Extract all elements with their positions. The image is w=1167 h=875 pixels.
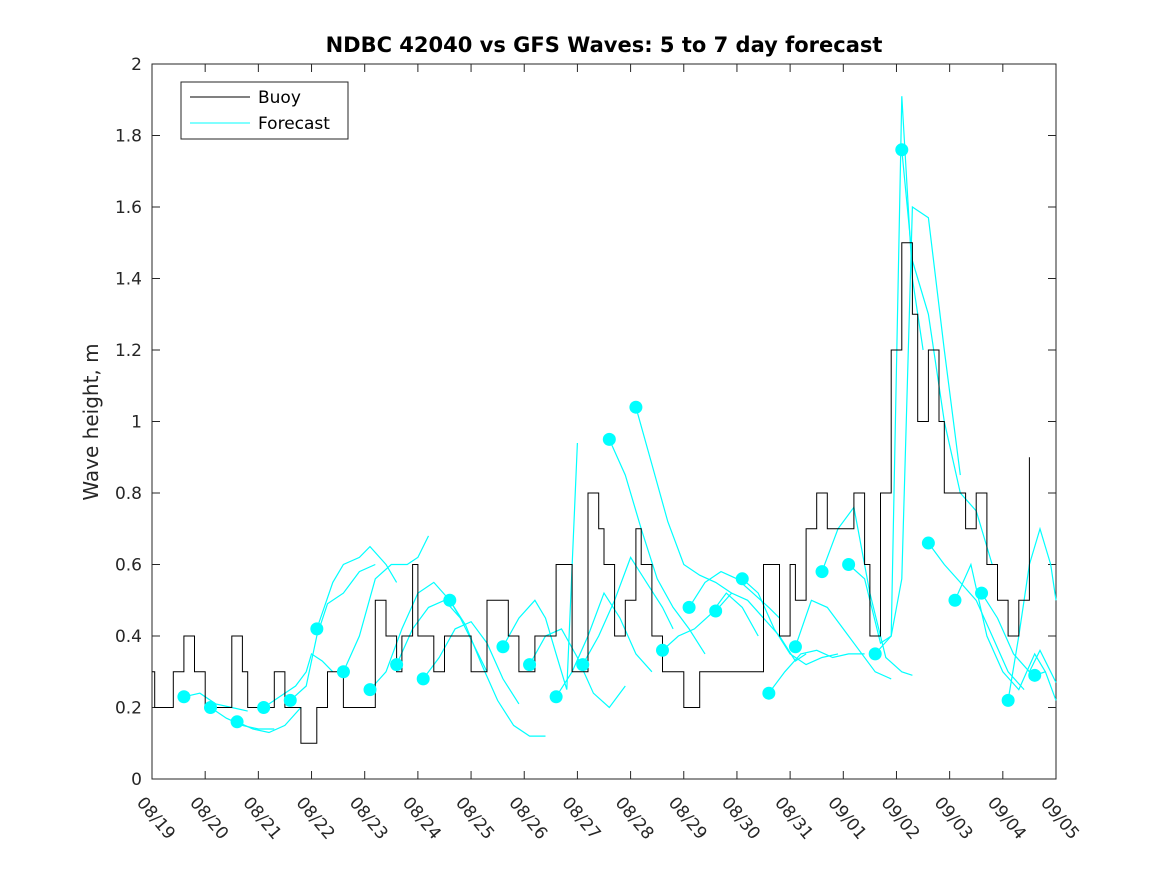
legend-box [180, 81, 349, 140]
y-tick-label: 1.2 [115, 341, 142, 361]
forecast-start-point [390, 658, 404, 672]
y-axis: 0 0.2 0.4 0.6 0.8 1 1.2 1.4 1.6 1.8 2 [115, 55, 1056, 790]
forecast-start-point [629, 400, 643, 414]
forecast-start-point [842, 558, 856, 571]
forecast-line [316, 545, 398, 630]
y-tick-label: 2 [131, 55, 142, 75]
forecast-start-point [655, 643, 669, 657]
forecast-start-point [815, 565, 829, 579]
forecast-start-point [523, 658, 537, 672]
forecast-start-point [975, 586, 989, 600]
buoy-series [152, 242, 1030, 744]
y-tick-label: 0.6 [115, 556, 142, 576]
y-axis-label: Wave height, m [79, 343, 103, 500]
forecast-line [768, 649, 865, 694]
forecast-start-point [416, 672, 430, 686]
forecast-start-point [682, 600, 696, 614]
forecast-line [608, 439, 706, 655]
forecast-start-point [709, 604, 723, 618]
y-tick-label: 1.8 [115, 127, 142, 147]
forecast-line [236, 707, 302, 734]
forecast-start-point [1028, 668, 1042, 682]
forecast-start-point [283, 693, 297, 707]
chart-title: NDBC 42040 vs GFS Waves: 5 to 7 day fore… [326, 33, 883, 57]
forecast-line [794, 599, 892, 680]
forecast-line [422, 620, 520, 705]
forecast-start-point [1001, 693, 1015, 707]
forecast-start-point [310, 622, 324, 636]
forecast-line [1007, 526, 1057, 701]
legend-forecast-label: Forecast [258, 114, 330, 134]
forecast-start-markers [177, 143, 1042, 729]
forecast-line [582, 556, 674, 665]
forecast-start-point [496, 640, 510, 654]
y-tick-label: 0.8 [115, 484, 142, 504]
forecast-line [635, 407, 732, 594]
forecast-start-point [230, 715, 244, 729]
y-tick-label: 1 [131, 413, 142, 433]
forecast-line [874, 205, 961, 655]
forecast-line [263, 652, 334, 708]
plot-area: 00.20.40.60.811.21.41.61.82 08/19 08/20 08… [115, 55, 1083, 844]
legend-buoy-label: Buoy [258, 88, 301, 108]
y-tick-label: 1.6 [115, 198, 142, 218]
forecast-start-point [868, 647, 882, 661]
forecast-start-point [762, 686, 776, 700]
forecast-start-point [203, 701, 217, 714]
forecast-start-point [549, 690, 563, 704]
y-tick-label: 0.4 [115, 627, 142, 647]
y-tick-label: 1.4 [115, 270, 142, 290]
forecast-start-point [602, 432, 616, 446]
forecast-line [927, 542, 1025, 691]
forecast-line [289, 563, 376, 701]
forecast-start-point [788, 640, 802, 654]
forecast-start-point [735, 572, 749, 586]
forecast-line [741, 578, 839, 666]
forecast-start-point [895, 143, 909, 157]
y-tick-label: 0.2 [115, 699, 142, 719]
legend: Buoy Forecast [180, 81, 349, 140]
buoy-line [152, 242, 1030, 744]
forecast-line [449, 599, 546, 737]
forecast-start-point [336, 665, 350, 679]
forecast-start-point [948, 593, 962, 607]
forecast-line [342, 535, 430, 673]
forecast-line [954, 562, 1046, 691]
forecast-start-point [576, 658, 590, 672]
y-tick-label: 0 [131, 770, 142, 790]
forecast-start-point [257, 701, 271, 714]
forecast-start-point [443, 593, 457, 607]
forecast-start-point [921, 536, 935, 550]
forecast-start-point [363, 683, 377, 697]
forecast-line [502, 442, 578, 690]
forecast-start-point [177, 690, 191, 704]
